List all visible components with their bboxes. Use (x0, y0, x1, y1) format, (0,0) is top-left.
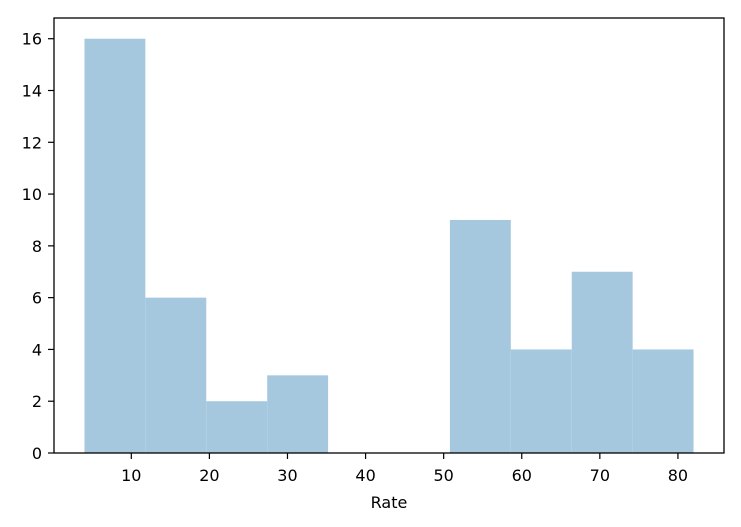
x-tick-label: 70 (590, 466, 610, 485)
x-axis-ticks: 10 20 30 40 50 60 70 80 (121, 453, 688, 485)
x-tick-label: 20 (199, 466, 219, 485)
bars-group (84, 38, 694, 453)
y-axis-ticks: 0 2 4 6 8 10 12 14 16 (22, 30, 54, 463)
y-tick-label: 12 (22, 133, 42, 152)
y-tick-label: 0 (32, 444, 42, 463)
x-tick-label: 30 (277, 466, 297, 485)
x-tick-label: 50 (433, 466, 453, 485)
histogram-bar (267, 375, 329, 453)
histogram-bar (632, 349, 694, 453)
histogram-bar (84, 38, 146, 453)
histogram-bar (571, 271, 633, 453)
x-tick-label: 80 (668, 466, 688, 485)
y-tick-label: 2 (32, 392, 42, 411)
x-tick-label: 60 (512, 466, 532, 485)
histogram-bar (510, 349, 572, 453)
histogram-bar (206, 401, 268, 453)
y-tick-label: 4 (32, 340, 42, 359)
y-tick-label: 14 (22, 82, 42, 101)
x-tick-label: 40 (355, 466, 375, 485)
histogram-bar (449, 219, 511, 453)
histogram-bar (145, 297, 207, 453)
x-tick-label: 10 (121, 466, 141, 485)
y-tick-label: 6 (32, 289, 42, 308)
plot-frame (53, 17, 725, 454)
y-tick-label: 16 (22, 30, 42, 49)
y-tick-label: 8 (32, 237, 42, 256)
y-tick-label: 10 (22, 185, 42, 204)
x-axis-label: Rate (371, 493, 408, 512)
